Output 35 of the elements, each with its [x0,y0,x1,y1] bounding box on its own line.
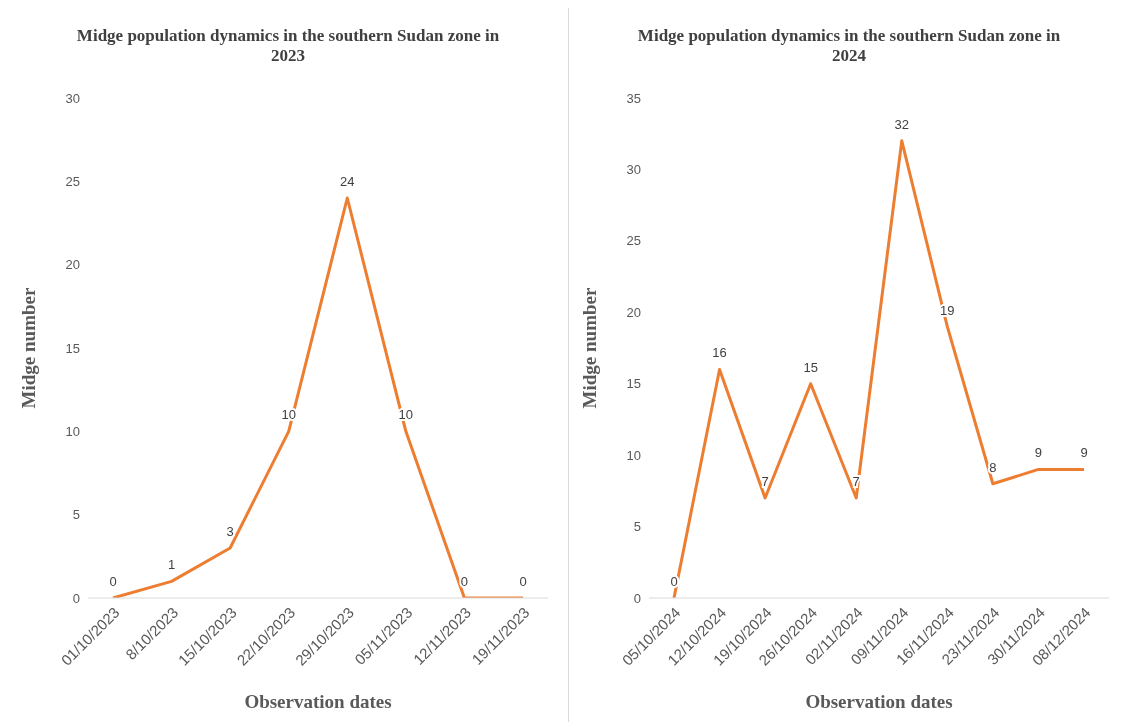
data-label: 16 [712,345,727,361]
x-axis-title: Observation dates [805,691,953,712]
y-tick-label: 15 [65,340,80,356]
y-tick-label: 25 [65,173,80,189]
data-label: 0 [109,574,117,589]
y-tick-label: 10 [626,447,641,463]
line-series [672,139,1086,598]
y-tick-label: 25 [626,233,641,249]
y-tick-label: 15 [626,376,641,392]
y-tick-label: 0 [633,590,641,606]
y-tick-label: 20 [626,304,641,320]
data-label: 1 [167,557,176,573]
data-label: 3 [226,524,234,539]
y-tick-label: 20 [65,257,80,273]
y-tick-label: 30 [65,90,80,106]
data-label: 9 [1034,445,1043,461]
data-label: 24 [340,174,355,189]
chart-title: Midge population dynamics in the southern Sudan zone in 2024 [636,26,1062,67]
data-label: 0 [519,574,527,589]
data-label: 15 [803,359,818,375]
y-tick-label: 30 [626,162,641,178]
y-tick-label: 0 [72,590,80,606]
data-label: 7 [761,474,769,489]
y-tick-label: 35 [626,90,641,106]
data-label: 8 [989,459,997,475]
y-axis-title: Midge number [17,287,39,409]
x-axis-title: Observation dates [244,691,392,712]
data-label: 0 [460,574,469,589]
data-label: 32 [894,116,910,132]
y-tick-label: 5 [633,519,641,535]
chart-title: Midge population dynamics in the southern Sudan zone in 2023 [75,26,501,67]
y-tick-label: 10 [65,423,80,439]
data-label: 9 [1080,445,1088,461]
y-axis-title: Midge number [578,287,600,409]
y-tick-label: 5 [72,507,80,523]
